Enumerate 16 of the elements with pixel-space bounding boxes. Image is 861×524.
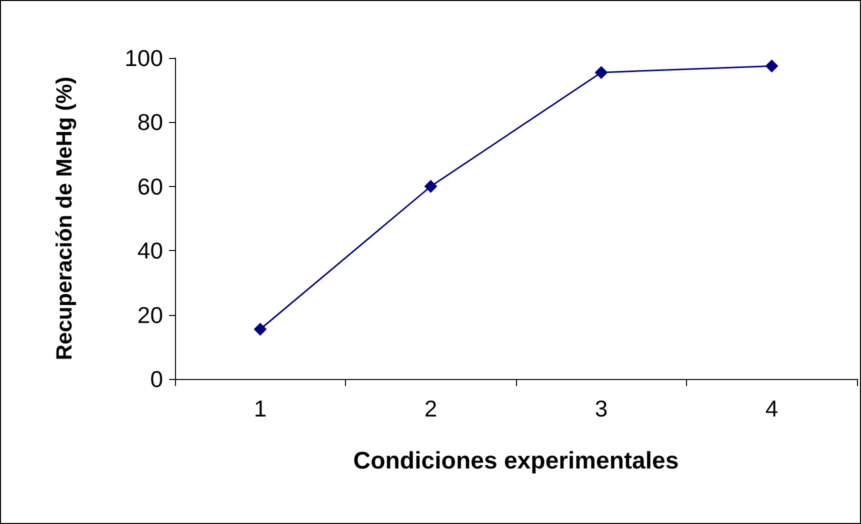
y-axis-title: Recuperación de MeHg (%) <box>52 76 76 360</box>
point <box>594 66 608 79</box>
x-tick-label: 1 <box>254 396 267 422</box>
y-tick-label: 60 <box>137 173 163 200</box>
point <box>254 322 267 336</box>
x-tick-label: 3 <box>594 396 608 422</box>
point <box>424 180 438 193</box>
x-tick-label: 4 <box>765 396 778 422</box>
y-tick-label: 100 <box>124 45 163 71</box>
x-tick-label: 2 <box>424 396 438 422</box>
y-tick-label: 80 <box>137 109 163 136</box>
y-tick-label: 20 <box>137 302 163 328</box>
point <box>765 60 778 73</box>
y-tick-label: 0 <box>150 366 163 392</box>
y-tick-label: 40 <box>137 238 163 264</box>
x-axis-title: Condiciones experimentales <box>353 448 679 474</box>
